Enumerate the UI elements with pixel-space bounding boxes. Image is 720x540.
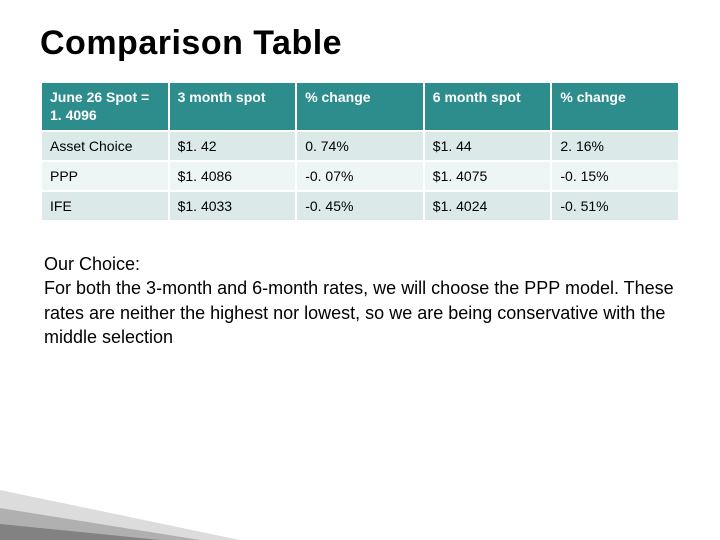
- page-title: Comparison Table: [40, 24, 680, 63]
- cell: -0. 15%: [551, 161, 679, 191]
- cell: -0. 07%: [296, 161, 424, 191]
- cell: 2. 16%: [551, 131, 679, 161]
- cell: $1. 44: [424, 131, 552, 161]
- slide: Comparison Table June 26 Spot = 1. 4096 …: [0, 0, 720, 540]
- cell: $1. 4086: [169, 161, 297, 191]
- table-row: PPP $1. 4086 -0. 07% $1. 4075 -0. 15%: [41, 161, 679, 191]
- stripe-icon: [0, 524, 160, 540]
- paragraph-heading: Our Choice:: [44, 254, 140, 274]
- explanation-text: Our Choice: For both the 3-month and 6-m…: [40, 252, 680, 349]
- stripe-icon: [0, 490, 240, 540]
- col-header: 6 month spot: [424, 82, 552, 131]
- cell: $1. 4033: [169, 191, 297, 221]
- cell: Asset Choice: [41, 131, 169, 161]
- table-body: Asset Choice $1. 42 0. 74% $1. 44 2. 16%…: [41, 131, 679, 221]
- table-header-row: June 26 Spot = 1. 4096 3 month spot % ch…: [41, 82, 679, 131]
- table-row: IFE $1. 4033 -0. 45% $1. 4024 -0. 51%: [41, 191, 679, 221]
- cell: IFE: [41, 191, 169, 221]
- cell: -0. 51%: [551, 191, 679, 221]
- col-header: % change: [551, 82, 679, 131]
- cell: PPP: [41, 161, 169, 191]
- decorative-corner: [0, 420, 280, 540]
- cell: -0. 45%: [296, 191, 424, 221]
- cell: $1. 42: [169, 131, 297, 161]
- table-row: Asset Choice $1. 42 0. 74% $1. 44 2. 16%: [41, 131, 679, 161]
- stripe-icon: [0, 508, 200, 540]
- col-header: June 26 Spot = 1. 4096: [41, 82, 169, 131]
- col-header: 3 month spot: [169, 82, 297, 131]
- cell: $1. 4075: [424, 161, 552, 191]
- col-header: % change: [296, 82, 424, 131]
- comparison-table: June 26 Spot = 1. 4096 3 month spot % ch…: [40, 81, 680, 222]
- cell: 0. 74%: [296, 131, 424, 161]
- cell: $1. 4024: [424, 191, 552, 221]
- paragraph-body: For both the 3-month and 6-month rates, …: [44, 278, 674, 347]
